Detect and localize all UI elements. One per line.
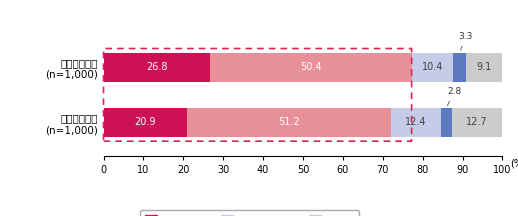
Bar xyxy=(466,53,502,82)
Bar xyxy=(411,53,453,82)
Text: 12.4: 12.4 xyxy=(405,118,427,127)
Text: (%): (%) xyxy=(510,158,518,168)
Bar xyxy=(210,53,411,82)
Text: 12.7: 12.7 xyxy=(466,118,488,127)
Bar xyxy=(452,108,502,137)
Bar xyxy=(187,108,391,137)
Text: 51.2: 51.2 xyxy=(278,118,300,127)
Text: 50.4: 50.4 xyxy=(300,62,322,72)
Bar xyxy=(453,53,466,82)
Text: 2.8: 2.8 xyxy=(447,87,462,106)
Text: 3.3: 3.3 xyxy=(458,32,473,50)
Bar xyxy=(441,108,452,137)
Legend: 非常に不安を感じる, 不安を感じる, 不安を感じない, まったく不安を感じない, わからない: 非常に不安を感じる, 不安を感じる, 不安を感じない, まったく不安を感じない,… xyxy=(140,210,359,216)
Bar xyxy=(391,108,441,137)
Text: 26.8: 26.8 xyxy=(146,62,168,72)
Bar xyxy=(104,53,210,82)
Text: 20.9: 20.9 xyxy=(135,118,156,127)
Bar xyxy=(104,108,187,137)
Text: 10.4: 10.4 xyxy=(422,62,443,72)
Text: 9.1: 9.1 xyxy=(477,62,492,72)
